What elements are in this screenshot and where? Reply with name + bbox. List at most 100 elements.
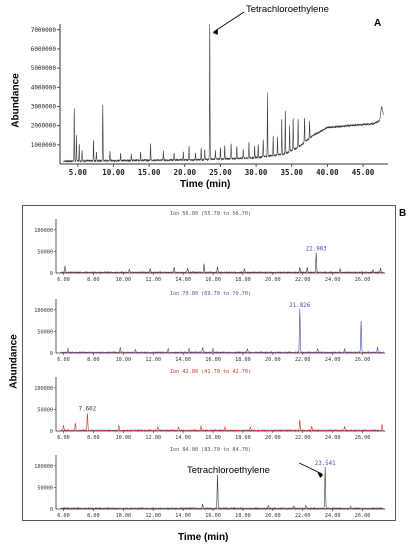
chart-b4-x-tick-label: 12.00 (145, 513, 161, 519)
chart-a-xlabel: Time (min) (180, 179, 231, 190)
chart-a-x-tick-label: 5.00 (69, 168, 88, 177)
chart-b4-y-tick-label-zero: 0 (50, 507, 53, 513)
chart-a-y-tick-label: 3000000 (31, 103, 57, 110)
chart-b3-x-tick-label: 16.00 (205, 435, 221, 441)
chart-b4-x-tick-label: 24.00 (325, 513, 341, 519)
chart-b3-peak-label: 7.602 (79, 407, 96, 413)
chart-b3-y-tick-label: 50000 (37, 407, 53, 413)
chart-b4-y-tick-label: 50000 (37, 485, 53, 491)
chart-a-x-tick-label: 35.00 (280, 168, 303, 177)
chart-b4-x-tick-label: 20.00 (265, 513, 281, 519)
chart-b4: Ion 84.00 (83.70 to 84.70) 50000 100000 0 6.… (34, 447, 386, 519)
chart-a-x-tick-label: 25.00 (209, 168, 232, 177)
chart-b3-x-tick-label: 6.00 (57, 435, 70, 441)
chart-a-x-tick-label: 30.00 (245, 168, 268, 177)
chart-b4-annotation-arrow (299, 462, 323, 475)
chart-b1-y-tick-label: 100000 (34, 228, 53, 234)
chart-b3-series-line (60, 413, 384, 432)
chart-b1-x-tick-label: 6.00 (57, 277, 70, 283)
chart-b2-x-tick-label: 20.00 (265, 357, 281, 363)
chart-b4-x-tick-label: 16.00 (205, 513, 221, 519)
chart-b4-x-tick-label: 8.00 (87, 513, 100, 519)
chart-b3-x-tick-label: 12.00 (145, 435, 161, 441)
chart-a-x-tick-label: 15.00 (138, 168, 161, 177)
chart-b4-ion-label: Ion 84.00 (83.70 to 84.70) (170, 447, 251, 453)
chart-b1-x-tick-label: 10.00 (115, 277, 131, 283)
chart-b1-peak-label: 22.903 (306, 247, 327, 253)
chart-b2-y-tick-label: 50000 (37, 329, 53, 335)
chart-b4-x-tick-label: 18.00 (235, 513, 251, 519)
chart-a-annotation: Tetrachloroethylene (246, 4, 329, 15)
chart-b2-x-tick-label: 26.00 (355, 357, 371, 363)
chart-b-xlabel: Time (min) (178, 532, 229, 543)
chart-a-y-tick-label: 5000000 (31, 65, 57, 72)
chart-a-annotation-arrowhead (212, 28, 218, 35)
chart-b2-x-tick-label: 16.00 (205, 357, 221, 363)
chart-b1-ion-label: Ion 56.00 (55.70 to 56.70) (170, 211, 251, 217)
chart-b3-y-tick-label: 100000 (34, 386, 53, 392)
chart-a-y-tick-label: 2000000 (31, 123, 57, 130)
chart-b-panel-label: B (399, 208, 407, 219)
chart-b4-x-tick-label: 14.00 (175, 513, 191, 519)
chart-b2-x-tick-label: 10.00 (115, 357, 131, 363)
chart-b3-y-tick-label-zero: 0 (50, 429, 53, 435)
chart-b1-y-tick-label-zero: 0 (50, 271, 53, 277)
chart-b4-x-tick-label: 22.00 (295, 513, 311, 519)
chart-b1-x-tick-label: 20.00 (265, 277, 281, 283)
chart-b4-x-tick-label: 26.00 (355, 513, 371, 519)
chart-b1-x-tick-label: 12.00 (145, 277, 161, 283)
chart-b1-y-tick-label: 50000 (37, 249, 53, 255)
chart-a: 1000000 2000000 3000000 4000000 5000000 60000… (31, 11, 388, 177)
chart-a-y-tick-label: 1000000 (31, 142, 57, 149)
chart-b2-ion-label: Ion 70.00 (69.70 to 70.70) (170, 291, 251, 297)
chart-b1-x-tick-label: 18.00 (235, 277, 251, 283)
chart-b2-peak-label: 21.826 (289, 303, 310, 309)
chart-b: Ion 56.00 (55.70 to 56.70) 50000 100000 0 6.… (34, 211, 386, 519)
chart-b3-x-tick-label: 20.00 (265, 435, 281, 441)
chart-b2-x-tick-label: 6.00 (57, 357, 70, 363)
chart-a-y-tick-label: 4000000 (31, 84, 57, 91)
chart-b2: Ion 70.00 (69.70 to 70.70) 50000 100000 0 6.… (34, 291, 386, 363)
panel-b-frame (22, 205, 396, 521)
chart-a-x-tick-label: 10.00 (102, 168, 125, 177)
chart-b2-y-tick-label-zero: 0 (50, 351, 53, 357)
chart-b2-x-tick-label: 14.00 (175, 357, 191, 363)
chart-b3-x-tick-label: 14.00 (175, 435, 191, 441)
chart-b2-series-line (60, 308, 384, 354)
chart-b2-y-tick-label: 100000 (34, 308, 53, 314)
chart-b2-x-tick-label: 24.00 (325, 357, 341, 363)
chart-b3-x-tick-label: 8.00 (87, 435, 100, 441)
chart-b3-x-tick-label: 22.00 (295, 435, 311, 441)
chart-b-ylabel: Abundance (8, 334, 20, 389)
chart-b2-x-tick-label: 12.00 (145, 357, 161, 363)
chart-b3-x-tick-label: 26.00 (355, 435, 371, 441)
chart-b1-x-tick-label: 24.00 (325, 277, 341, 283)
chart-b3-ion-label: Ion 42.00 (41.70 to 42.70) (170, 369, 251, 375)
chart-b4-peak-label: 23.541 (315, 461, 336, 467)
chart-a-x-tick-label: 40.00 (316, 168, 339, 177)
chart-b1-x-tick-label: 16.00 (205, 277, 221, 283)
chart-b1: Ion 56.00 (55.70 to 56.70) 50000 100000 0 6.… (34, 211, 386, 283)
chart-b4-y-tick-label: 100000 (34, 464, 53, 470)
chart-b3: Ion 42.00 (41.70 to 42.70) 50000 100000 0 6.… (34, 369, 386, 441)
chart-b2-x-tick-label: 22.00 (295, 357, 311, 363)
chart-a-ylabel: Abundance (10, 73, 22, 128)
chart-b3-x-tick-label: 18.00 (235, 435, 251, 441)
chart-b1-series-line (60, 252, 384, 274)
chart-a-x-tick-label: 20.00 (173, 168, 196, 177)
chart-b2-x-tick-label: 18.00 (235, 357, 251, 363)
chart-b1-x-tick-label: 8.00 (87, 277, 100, 283)
chart-b3-x-tick-label: 10.00 (115, 435, 131, 441)
chart-b1-x-tick-label: 26.00 (355, 277, 371, 283)
chart-b4-annotation: Tetrachloroethylene (187, 465, 270, 476)
chart-b4-x-tick-label: 6.00 (57, 513, 70, 519)
chart-b4-annotation-arrowhead (317, 471, 324, 478)
chart-a-x-tick-label: 45.00 (352, 168, 375, 177)
chart-b3-x-tick-label: 24.00 (325, 435, 341, 441)
chart-a-annotation-arrow (213, 11, 245, 33)
chart-b1-x-tick-label: 14.00 (175, 277, 191, 283)
chart-a-panel-label: A (374, 18, 382, 29)
chart-b1-x-tick-label: 22.00 (295, 277, 311, 283)
chart-a-y-tick-label: 7000000 (31, 27, 57, 34)
